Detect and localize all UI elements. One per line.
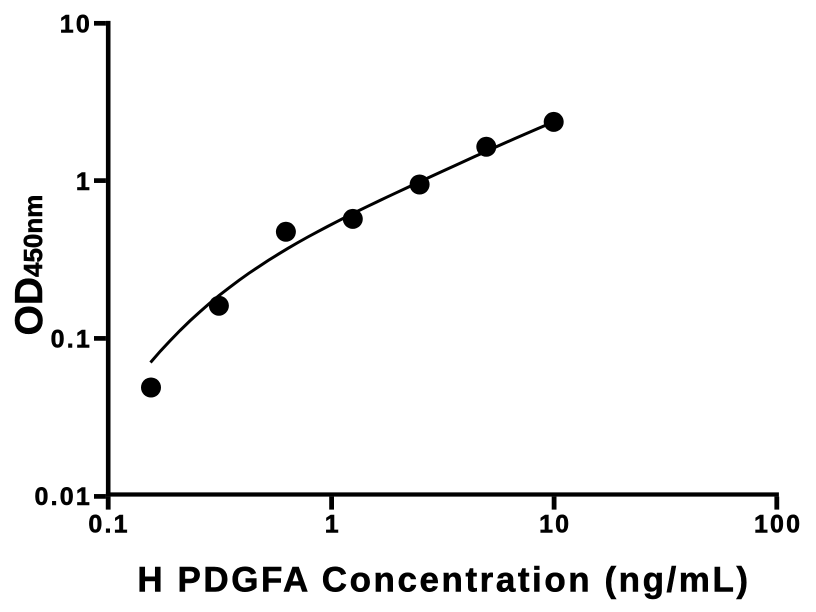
svg-text:10: 10 xyxy=(60,11,92,39)
svg-text:H PDGFA Concentration (ng/mL): H PDGFA Concentration (ng/mL) xyxy=(137,561,750,600)
svg-text:0.01: 0.01 xyxy=(35,483,92,511)
svg-text:1: 1 xyxy=(325,511,341,539)
svg-text:10: 10 xyxy=(539,511,571,539)
svg-text:0.1: 0.1 xyxy=(51,326,92,354)
svg-text:0.1: 0.1 xyxy=(88,511,129,539)
svg-text:OD450nm: OD450nm xyxy=(8,195,51,336)
svg-text:1: 1 xyxy=(76,168,92,196)
svg-text:100: 100 xyxy=(754,511,802,539)
